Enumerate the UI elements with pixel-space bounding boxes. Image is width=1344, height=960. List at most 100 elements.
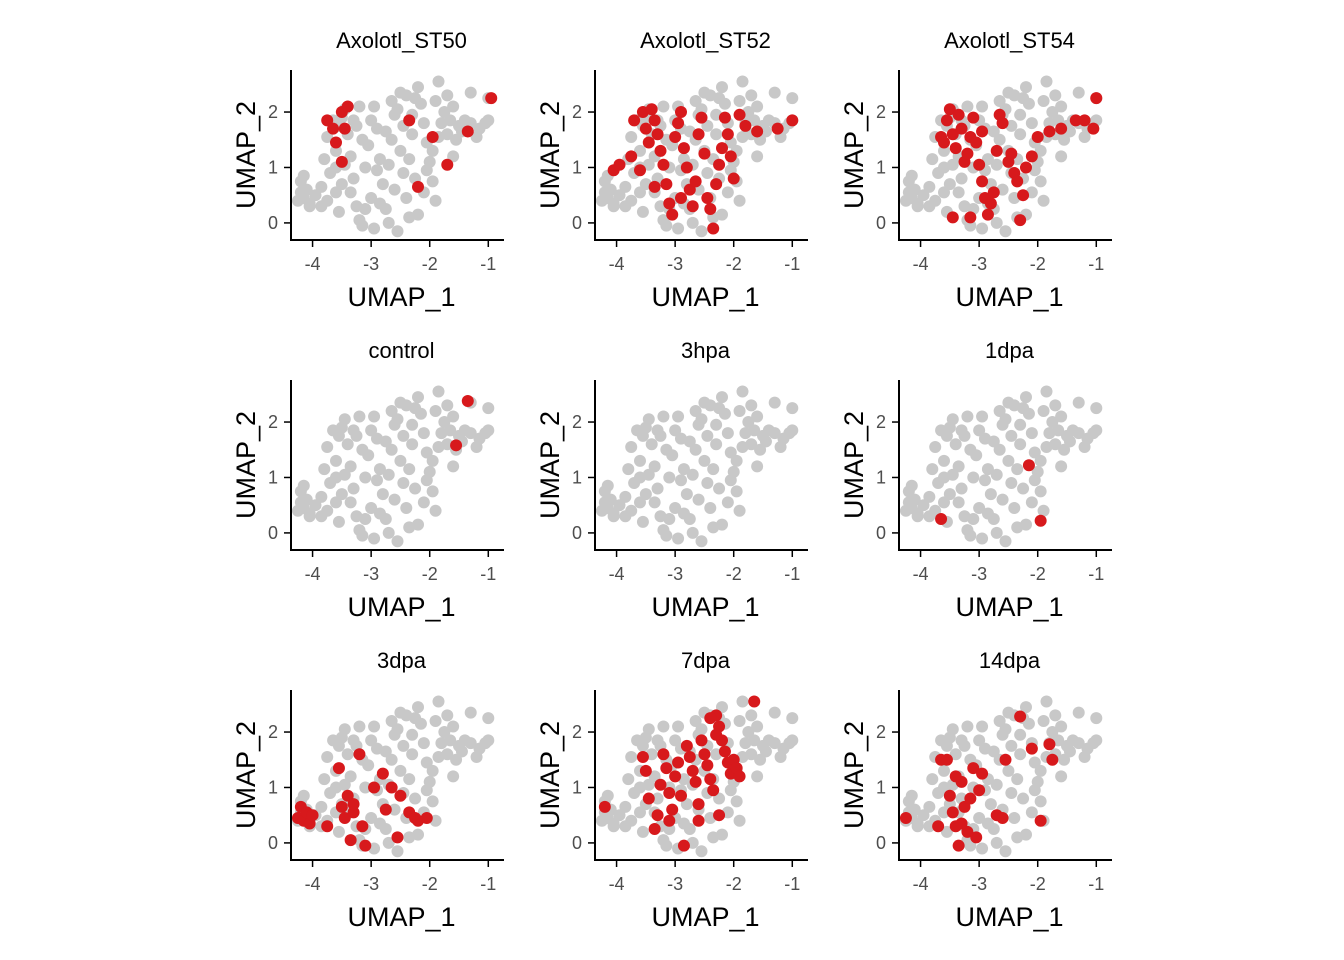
- background-point: [724, 446, 737, 459]
- highlighted-point: [733, 770, 746, 783]
- x-tick-label: -3: [667, 564, 683, 584]
- highlighted-point: [663, 787, 676, 800]
- x-tick-label: -4: [609, 874, 625, 894]
- background-point: [958, 429, 971, 442]
- background-point: [412, 208, 424, 221]
- background-point: [908, 803, 921, 816]
- highlighted-point: [330, 136, 342, 149]
- highlighted-point: [672, 117, 685, 130]
- background-point: [987, 125, 1000, 138]
- x-tick-label: -1: [480, 254, 496, 274]
- background-point: [733, 94, 746, 107]
- highlighted-point: [461, 125, 474, 138]
- highlighted-point: [683, 750, 696, 763]
- background-point: [745, 89, 758, 102]
- background-point: [663, 823, 676, 836]
- y-tick-label: 2: [268, 102, 278, 122]
- background-point: [1046, 726, 1059, 739]
- background-point: [373, 197, 386, 210]
- highlighted-point: [327, 122, 340, 135]
- background-point: [619, 200, 632, 213]
- background-point: [736, 385, 749, 398]
- y-axis-label: UMAP_2: [231, 411, 261, 519]
- background-point: [1037, 94, 1050, 107]
- background-point: [344, 496, 357, 509]
- background-point: [376, 488, 389, 501]
- background-point: [999, 535, 1012, 548]
- highlighted-point: [943, 789, 956, 802]
- background-point: [701, 119, 714, 132]
- x-tick-label: -2: [422, 564, 438, 584]
- y-tick-label: 0: [572, 523, 582, 543]
- background-point: [429, 94, 442, 107]
- background-point: [601, 789, 614, 802]
- highlighted-point: [955, 122, 968, 135]
- background-point: [607, 510, 620, 523]
- background-point: [406, 748, 419, 761]
- background-point: [365, 114, 378, 127]
- background-point: [1025, 427, 1038, 440]
- background-point: [976, 720, 989, 733]
- background-point: [698, 396, 711, 409]
- highlighted-point: [338, 811, 351, 824]
- highlighted-point: [692, 128, 705, 141]
- background-point: [657, 100, 670, 113]
- background-point: [297, 789, 310, 802]
- background-point: [651, 792, 664, 805]
- x-tick-label: -4: [305, 874, 321, 894]
- highlighted-point: [654, 144, 667, 157]
- background-point: [938, 806, 950, 819]
- background-point: [923, 180, 936, 193]
- background-point: [973, 501, 986, 514]
- background-point: [935, 734, 948, 747]
- background-point: [648, 496, 661, 509]
- y-tick-label: 0: [876, 833, 886, 853]
- background-point: [359, 781, 372, 794]
- background-point: [716, 828, 728, 841]
- y-tick-label: 1: [268, 157, 278, 177]
- highlighted-point: [996, 811, 1009, 824]
- highlighted-point: [710, 728, 723, 741]
- background-point: [908, 183, 921, 196]
- highlighted-point: [984, 197, 997, 210]
- background-point: [672, 720, 685, 733]
- background-point: [403, 463, 416, 476]
- x-axis-label: UMAP_1: [651, 902, 759, 932]
- x-tick-label: -3: [667, 254, 683, 274]
- highlighted-point: [964, 211, 977, 224]
- panel-axolotl-st52: Axolotl_ST52 -4 -3 -2 -1 0 1 2 UMAP_1 UMAP_2: [535, 28, 808, 312]
- background-point: [745, 399, 758, 412]
- background-point: [388, 183, 401, 196]
- background-point: [625, 440, 638, 453]
- background-point: [432, 695, 445, 708]
- background-point: [634, 781, 646, 794]
- highlighted-point: [634, 164, 646, 177]
- highlighted-point: [999, 753, 1012, 766]
- x-tick-label: -1: [480, 874, 496, 894]
- background-point: [429, 404, 442, 417]
- background-point: [622, 773, 635, 786]
- background-point: [733, 814, 746, 827]
- background-point: [1025, 117, 1038, 130]
- background-point: [1034, 795, 1047, 808]
- background-point: [716, 518, 728, 531]
- background-point: [400, 191, 413, 204]
- background-point: [701, 429, 714, 442]
- background-point: [344, 460, 357, 473]
- background-point: [303, 200, 316, 213]
- background-point: [347, 482, 360, 495]
- background-point: [347, 172, 360, 185]
- highlighted-point: [946, 211, 959, 224]
- background-point: [1014, 108, 1027, 121]
- background-point: [636, 515, 649, 528]
- background-point: [981, 463, 994, 476]
- background-point: [359, 513, 372, 526]
- background-point: [1014, 128, 1027, 141]
- background-point: [990, 158, 1003, 171]
- background-point: [911, 510, 924, 523]
- y-tick-label: 0: [876, 213, 886, 233]
- background-point: [987, 435, 1000, 448]
- background-point: [1055, 100, 1068, 113]
- background-point: [464, 706, 477, 719]
- background-point: [595, 194, 608, 207]
